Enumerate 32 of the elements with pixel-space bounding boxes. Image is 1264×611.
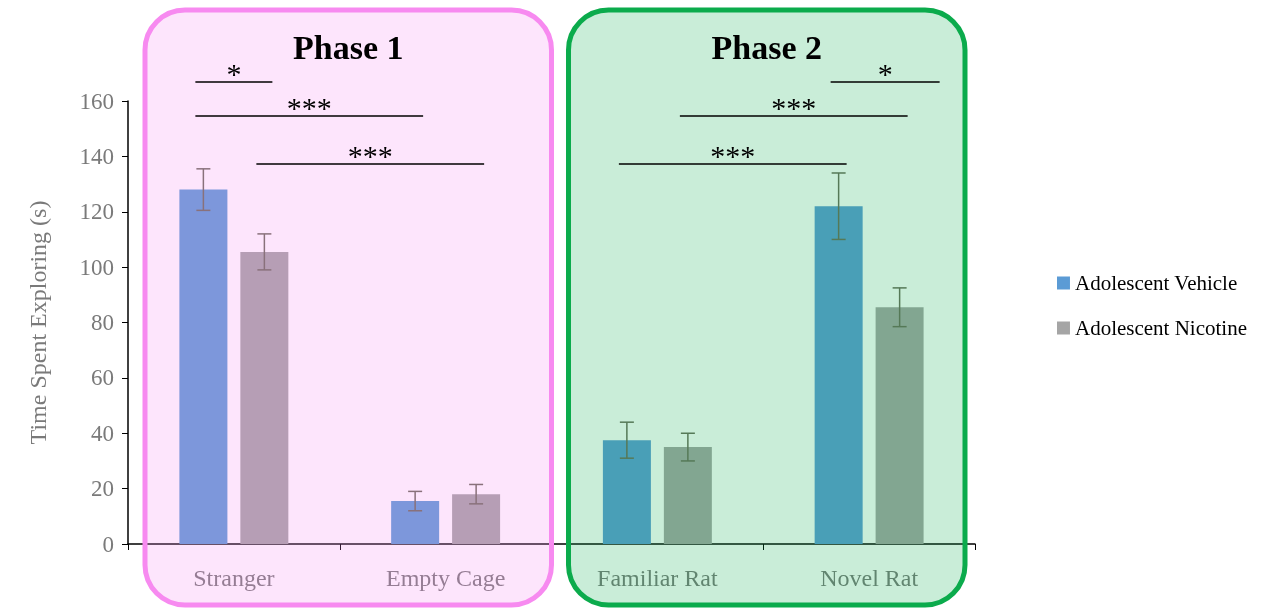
text: * [877, 56, 893, 90]
annotation: *** [771, 90, 817, 124]
bar [814, 206, 863, 544]
annotation: *** [286, 90, 332, 124]
bar [179, 189, 228, 544]
band-label: Phase 2 [711, 28, 822, 66]
annotation: *** [347, 138, 393, 172]
y-tick-label: 60 [91, 365, 114, 391]
x-tick-label: Empty Cage [385, 565, 506, 591]
text: * [226, 56, 242, 90]
band-label: Phase 1 [293, 28, 404, 66]
x-tick-label: Stranger [193, 565, 275, 591]
legend-label: Adolescent Vehicle [1074, 271, 1238, 295]
bar [240, 251, 289, 544]
bar [663, 447, 712, 544]
y-tick-label: 100 [79, 254, 114, 280]
bar [452, 494, 501, 544]
bar [875, 307, 924, 544]
y-tick-label: 40 [91, 420, 114, 446]
annotation: *** [710, 138, 756, 172]
y-tick-label: 0 [102, 531, 114, 557]
legend-label: Adolescent Nicotine [1074, 316, 1247, 340]
y-tick-label: 140 [79, 143, 114, 169]
bar [391, 501, 440, 544]
y-tick-label: 80 [91, 310, 114, 335]
y-tick-label: 20 [91, 476, 114, 502]
y-tick-label: 160 [79, 88, 114, 114]
y-axis-title: Time Spent Exploring (s) [25, 200, 51, 445]
y-tick-label: 120 [79, 199, 114, 225]
bar [602, 440, 651, 544]
x-tick-label: Novel Rat [820, 565, 919, 591]
x-tick-label: Familiar Rat [597, 565, 719, 591]
